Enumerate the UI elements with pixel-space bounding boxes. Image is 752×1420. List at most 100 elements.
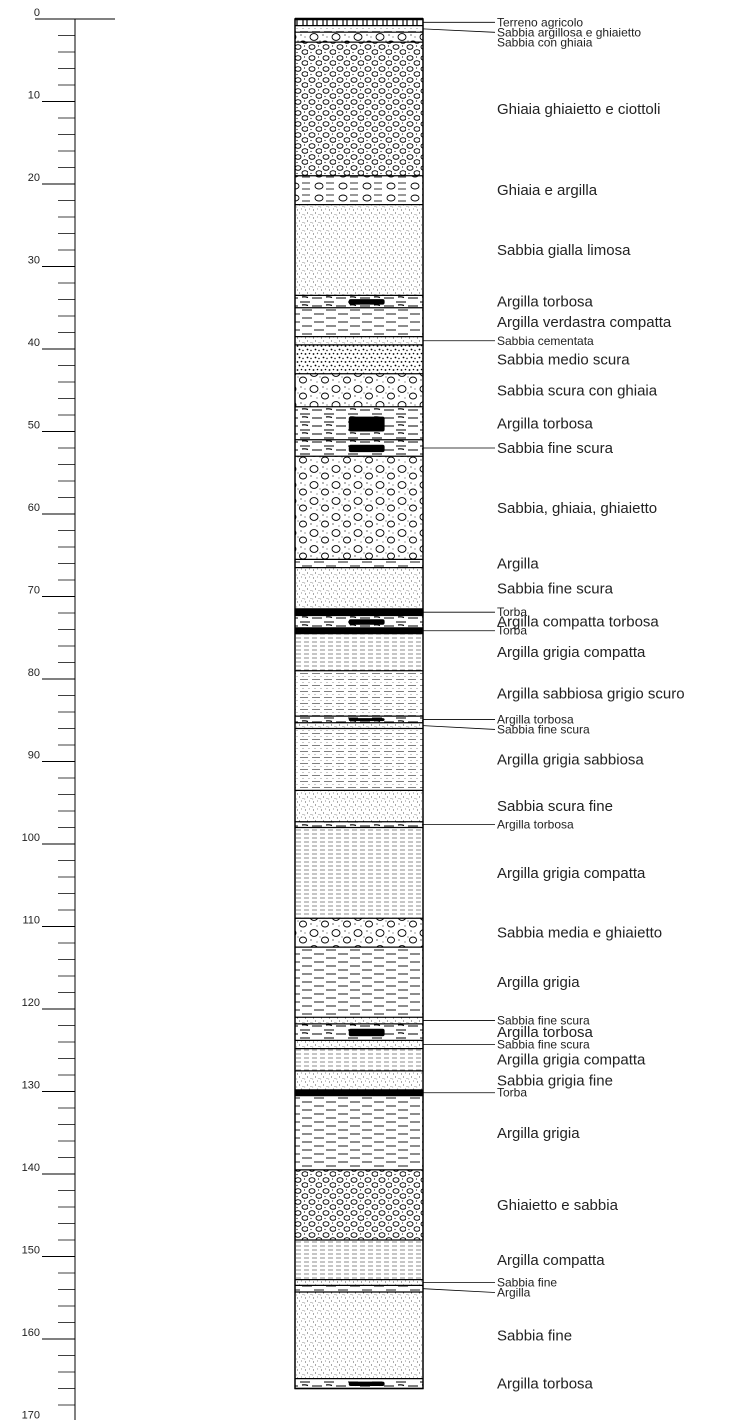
scale-tick-label: 110: [22, 915, 40, 927]
layer-clay-sand: [295, 670, 423, 717]
peat-lens: [348, 299, 385, 305]
layer-clay: [295, 1095, 423, 1170]
layer-label: Ghiaietto e sabbia: [497, 1197, 619, 1214]
layer-label: Argilla compatta: [497, 1252, 605, 1269]
layer-sand-gravel: [295, 456, 423, 560]
column-border: [294, 18, 424, 1390]
layer-label: Argilla grigia: [497, 974, 580, 991]
layer-label: Torba: [497, 605, 527, 619]
lithology-column: [294, 17, 424, 1390]
scale-tick-label: 80: [28, 667, 40, 679]
scale-tick-label: 100: [22, 832, 40, 844]
layer-label: Sabbia fine: [497, 1275, 557, 1289]
layer-label: Torba: [497, 624, 527, 638]
layer-sand-fine: [295, 567, 423, 609]
layer-label: Argilla grigia compatta: [497, 644, 646, 661]
layer-gravel: [295, 1169, 423, 1240]
scale-tick-label: 60: [28, 502, 40, 514]
layer-label: Argilla sabbiosa grigio scuro: [497, 685, 685, 702]
layer-label: Sabbia scura con ghiaia: [497, 382, 658, 399]
layer-clay-compact: [295, 633, 423, 671]
depth-scale: 0 10 20 30 40 50 60 70 80 90 100 110 120 130 140 150 160…: [22, 7, 115, 1420]
layer-label: Argilla: [497, 1285, 531, 1299]
layer-label: Sabbia medio scura: [497, 351, 630, 368]
scale-tick-label: 30: [28, 255, 40, 267]
layer-label: Argilla torbosa: [497, 415, 594, 432]
layer-label: Argilla compatta torbosa: [497, 614, 659, 631]
layer-label: Argilla torbosa: [497, 712, 574, 726]
label-leader: [422, 1288, 496, 1293]
layer-sand-fine: [295, 790, 423, 822]
layer-clay: [295, 1285, 423, 1292]
layer-label: Argilla torbosa: [497, 1024, 594, 1041]
layer-label: Argilla: [497, 556, 539, 573]
scale-tick-label: 20: [28, 172, 40, 184]
layer-label: Ghiaia ghiaietto e ciottoli: [497, 101, 660, 118]
layer-peat: [295, 627, 423, 634]
layer-label: Sabbia fine scura: [497, 580, 614, 597]
layer-label: Argilla torbosa: [497, 294, 594, 311]
layer-peat: [295, 1089, 423, 1096]
scale-tick-label: 10: [28, 90, 40, 102]
layer-label: Argilla grigia compatta: [497, 865, 646, 882]
peat-lens: [348, 416, 385, 432]
layer-label: Sabbia scura fine: [497, 798, 613, 815]
layer-label: Sabbia grigia fine: [497, 1072, 613, 1089]
layer-label: Sabbia fine scura: [497, 1014, 590, 1028]
layer-clay-compact: [295, 1240, 423, 1280]
layer-label: Torba: [497, 1086, 527, 1100]
scale-tick-label: 0: [34, 7, 40, 19]
layer-peat-clay: [295, 821, 423, 828]
layer-label: Argilla grigia sabbiosa: [497, 751, 644, 768]
layer-clay-compact: [295, 827, 423, 919]
layer-label: Terreno agricolo: [497, 15, 583, 29]
peat-lens: [348, 1381, 385, 1387]
layer-sand-fine: [295, 1279, 423, 1286]
layer-label: Sabbia argillosa e ghiaietto: [497, 25, 641, 39]
scale-tick-label: 50: [28, 420, 40, 432]
layer-label: Sabbia con ghiaia: [497, 35, 593, 49]
layer-sand-fine: [295, 336, 423, 345]
layer-label: Argilla torbosa: [497, 1376, 594, 1393]
scale-tick-label: 90: [28, 750, 40, 762]
layer-soil: [295, 19, 423, 26]
layer-gravel-clay: [295, 175, 423, 205]
layer-clay: [295, 947, 423, 1018]
layer-gravel: [295, 42, 423, 176]
layer-clay: [295, 559, 423, 568]
layer-sand-gravel: [295, 32, 423, 43]
layer-label: Argilla grigia: [497, 1125, 580, 1142]
layer-label: Sabbia fine scura: [497, 722, 590, 736]
scale-tick-label: 160: [22, 1327, 40, 1339]
layer-label: Sabbia fine: [497, 1327, 572, 1344]
scale-tick-label: 130: [22, 1080, 40, 1092]
scale-tick-label: 140: [22, 1162, 40, 1174]
layer-label: Argilla verdastra compatta: [497, 314, 672, 331]
scale-tick-label: 150: [22, 1245, 40, 1257]
layer-label: Ghiaia e argilla: [497, 182, 598, 199]
scale-tick-label: 170: [22, 1410, 40, 1420]
layer-sand-gravel: [295, 918, 423, 948]
layer-peat: [295, 608, 423, 616]
peat-lens: [348, 1028, 385, 1037]
layer-sand-fine: [295, 1070, 423, 1090]
layer-sand-fine: [295, 204, 423, 296]
peat-lens: [348, 718, 385, 722]
peat-lens: [348, 444, 385, 453]
layer-label: Sabbia, ghiaia, ghiaietto: [497, 500, 657, 517]
peat-lens: [348, 619, 385, 625]
layer-label: Argilla torbosa: [497, 818, 574, 832]
layer-sand-medium: [295, 344, 423, 374]
layer-clay-compact: [295, 1048, 423, 1071]
layer-label: Sabbia media e ghiaietto: [497, 925, 662, 942]
layer-label: Sabbia cementata: [497, 334, 594, 348]
layer-sand-fine: [295, 1291, 423, 1379]
layer-label: Sabbia fine scura: [497, 440, 614, 457]
layer-clay-sand: [295, 728, 423, 791]
label-leader: [422, 28, 496, 33]
layer-sand-gravel: [295, 373, 423, 407]
scale-tick-label: 40: [28, 337, 40, 349]
layer-label: Sabbia fine scura: [497, 1037, 590, 1051]
